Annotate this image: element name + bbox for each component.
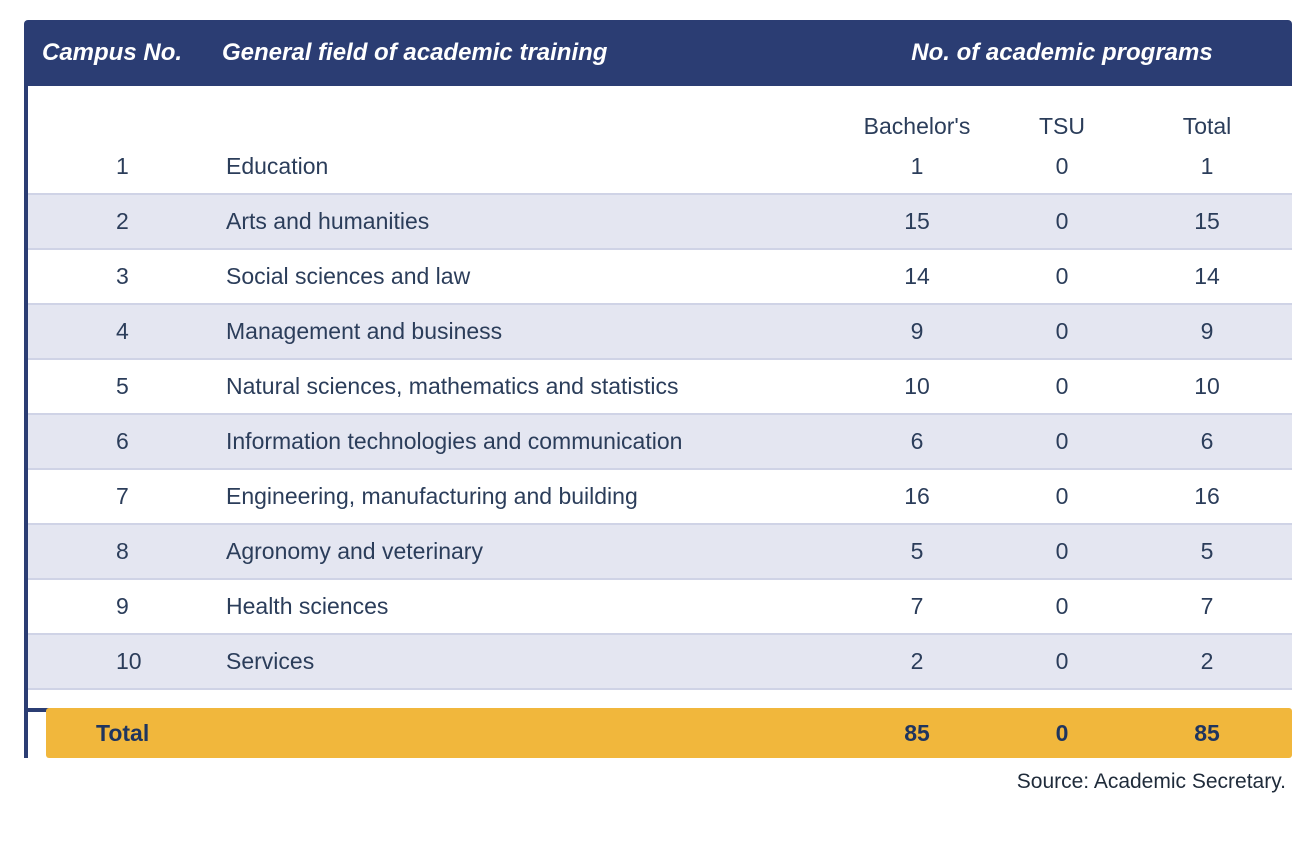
cell-campus-no: 3: [46, 263, 226, 290]
table-row: 10Services202: [28, 635, 1292, 690]
table-body: Bachelor's TSU Total 1Education1012Arts …: [24, 86, 1292, 758]
cell-field: Arts and humanities: [226, 208, 832, 235]
cell-total: 7: [1122, 593, 1292, 620]
cell-tsu: 0: [1002, 538, 1122, 565]
cell-total: 14: [1122, 263, 1292, 290]
cell-field: Services: [226, 648, 832, 675]
table-row: 7Engineering, manufacturing and building…: [28, 470, 1292, 525]
cell-field: Social sciences and law: [226, 263, 832, 290]
cell-campus-no: 10: [46, 648, 226, 675]
total-label: Total: [46, 720, 226, 747]
cell-field: Information technologies and communicati…: [226, 428, 832, 455]
cell-bachelors: 15: [832, 208, 1002, 235]
header-field: General field of academic training: [222, 39, 832, 67]
cell-field: Health sciences: [226, 593, 832, 620]
table-rows: 1Education1012Arts and humanities150153S…: [28, 140, 1292, 690]
cell-tsu: 0: [1002, 318, 1122, 345]
total-tsu: 0: [1002, 720, 1122, 747]
cell-field: Agronomy and veterinary: [226, 538, 832, 565]
cell-bachelors: 9: [832, 318, 1002, 345]
cell-campus-no: 9: [46, 593, 226, 620]
subheader-total: Total: [1122, 113, 1292, 140]
cell-tsu: 0: [1002, 208, 1122, 235]
cell-bachelors: 1: [832, 153, 1002, 180]
cell-campus-no: 6: [46, 428, 226, 455]
total-row: Total 85 0 85: [46, 708, 1292, 758]
cell-total: 2: [1122, 648, 1292, 675]
cell-total: 9: [1122, 318, 1292, 345]
cell-bachelors: 7: [832, 593, 1002, 620]
cell-total: 1: [1122, 153, 1292, 180]
header-campus-no: Campus No.: [42, 39, 222, 67]
cell-campus-no: 1: [46, 153, 226, 180]
table-subheader: Bachelor's TSU Total: [28, 86, 1292, 140]
table-row: 4Management and business909: [28, 305, 1292, 360]
source-note: Source: Academic Secretary.: [24, 770, 1292, 794]
cell-campus-no: 2: [46, 208, 226, 235]
cell-campus-no: 4: [46, 318, 226, 345]
cell-total: 15: [1122, 208, 1292, 235]
cell-tsu: 0: [1002, 153, 1122, 180]
table-row: 2Arts and humanities15015: [28, 195, 1292, 250]
subheader-bachelors: Bachelor's: [832, 113, 1002, 140]
cell-tsu: 0: [1002, 648, 1122, 675]
table-row: 9Health sciences707: [28, 580, 1292, 635]
cell-tsu: 0: [1002, 428, 1122, 455]
cell-tsu: 0: [1002, 373, 1122, 400]
table: Campus No. General field of academic tra…: [24, 20, 1292, 794]
cell-field: Engineering, manufacturing and building: [226, 483, 832, 510]
cell-field: Natural sciences, mathematics and statis…: [226, 373, 832, 400]
table-header: Campus No. General field of academic tra…: [24, 20, 1292, 86]
page: Campus No. General field of academic tra…: [0, 0, 1316, 852]
cell-campus-no: 7: [46, 483, 226, 510]
table-row: 3Social sciences and law14014: [28, 250, 1292, 305]
cell-tsu: 0: [1002, 483, 1122, 510]
cell-bachelors: 6: [832, 428, 1002, 455]
cell-bachelors: 16: [832, 483, 1002, 510]
cell-total: 5: [1122, 538, 1292, 565]
table-row: 8Agronomy and veterinary505: [28, 525, 1292, 580]
cell-bachelors: 14: [832, 263, 1002, 290]
cell-bachelors: 2: [832, 648, 1002, 675]
cell-total: 10: [1122, 373, 1292, 400]
cell-bachelors: 10: [832, 373, 1002, 400]
cell-bachelors: 5: [832, 538, 1002, 565]
subheader-tsu: TSU: [1002, 113, 1122, 140]
header-programs: No. of academic programs: [832, 39, 1292, 67]
cell-tsu: 0: [1002, 593, 1122, 620]
total-total: 85: [1122, 720, 1292, 747]
table-row: 6Information technologies and communicat…: [28, 415, 1292, 470]
cell-field: Education: [226, 153, 832, 180]
cell-total: 16: [1122, 483, 1292, 510]
cell-campus-no: 8: [46, 538, 226, 565]
cell-tsu: 0: [1002, 263, 1122, 290]
cell-field: Management and business: [226, 318, 832, 345]
total-row-wrap: Total 85 0 85: [28, 708, 1292, 758]
cell-campus-no: 5: [46, 373, 226, 400]
table-row: 1Education101: [28, 140, 1292, 195]
table-row: 5Natural sciences, mathematics and stati…: [28, 360, 1292, 415]
cell-total: 6: [1122, 428, 1292, 455]
total-bachelors: 85: [832, 720, 1002, 747]
